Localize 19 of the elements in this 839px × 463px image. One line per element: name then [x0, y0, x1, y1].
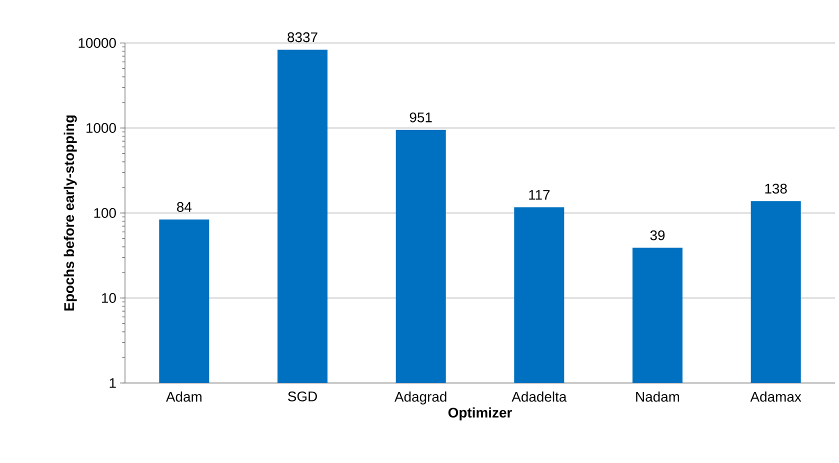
data-label: 951 [410, 112, 432, 122]
y-axis-title: Epochs before early-stopping [64, 116, 77, 310]
data-label: 39 [650, 230, 665, 240]
data-label: 84 [177, 202, 192, 212]
x-tick-label: Adam [166, 392, 202, 402]
x-axis-title: Optimizer [448, 407, 512, 420]
data-label: 117 [529, 190, 550, 200]
y-tick-label: 10000 [78, 38, 116, 48]
y-tick-label: 1 [110, 378, 116, 388]
x-tick-label: SGD [288, 391, 317, 402]
y-tick-label: 100 [94, 208, 116, 218]
x-tick-label: Adadelta [512, 392, 567, 402]
y-tick-label: 1000 [86, 123, 116, 133]
data-label: 138 [765, 184, 787, 194]
y-tick-label: 10 [102, 293, 116, 303]
data-label: 8337 [288, 32, 318, 42]
x-tick-label: Adagrad [394, 392, 446, 404]
x-tick-label: Nadam [636, 392, 680, 402]
x-tick-label: Adamax [750, 392, 802, 402]
